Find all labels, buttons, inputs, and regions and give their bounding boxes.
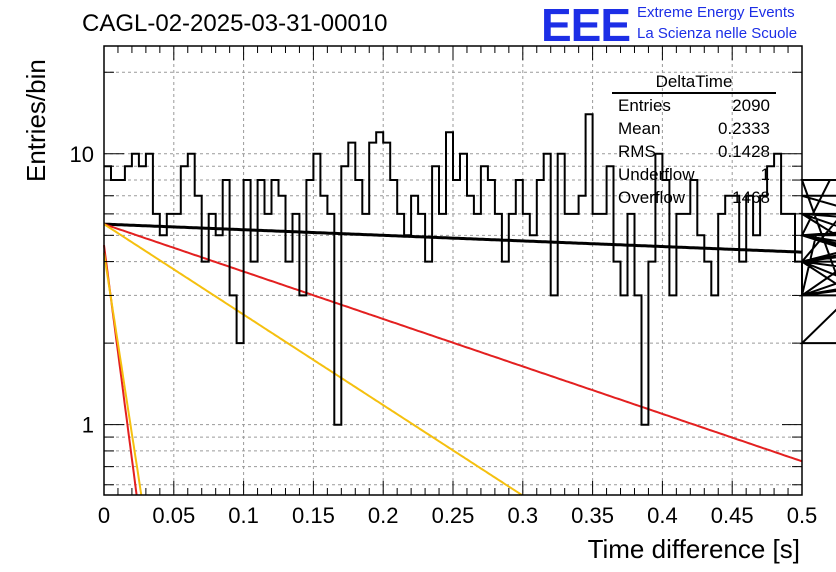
stats-key: RMS bbox=[618, 142, 656, 161]
x-tick-label: 0.05 bbox=[152, 503, 195, 528]
x-tick-label: 0.3 bbox=[508, 503, 539, 528]
stats-row-rms: RMS 0.1428 bbox=[612, 140, 776, 163]
fit-curve bbox=[103, 223, 803, 463]
stats-row-overflow: Overflow 1468 bbox=[612, 186, 776, 209]
histogram-line bbox=[104, 113, 836, 426]
stats-title: DeltaTime bbox=[612, 72, 776, 94]
stats-row-underflow: Underflow 1 bbox=[612, 163, 776, 186]
y-tick-label: 10 bbox=[70, 142, 94, 167]
y-axis: 1 10 bbox=[70, 71, 802, 486]
stats-value: 1468 bbox=[732, 188, 770, 207]
stats-key: Underflow bbox=[618, 165, 695, 184]
y-axis-label: Entries/bin bbox=[21, 59, 51, 182]
stats-key: Entries bbox=[618, 96, 671, 115]
stats-value: 0.1428 bbox=[718, 142, 770, 161]
x-tick-label: 0.4 bbox=[647, 503, 678, 528]
fit-curves bbox=[103, 222, 803, 496]
x-tick-label: 0.45 bbox=[711, 503, 754, 528]
stats-value: 1 bbox=[760, 165, 770, 184]
stats-value: 0.2333 bbox=[718, 119, 770, 138]
fit-curve bbox=[103, 222, 802, 254]
x-axis: 0 0.05 0.1 0.15 0.2 0.25 0.3 0.35 0.4 0.45 0.5 bbox=[98, 46, 817, 528]
chart-title: CAGL-02-2025-03-31-00010 bbox=[82, 10, 388, 37]
x-tick-label: 0.1 bbox=[228, 503, 259, 528]
fit-curve bbox=[103, 223, 523, 496]
logo-line-2: La Scienza nelle Scuole bbox=[637, 25, 798, 42]
stats-row-entries: Entries 2090 bbox=[612, 94, 776, 117]
x-tick-label: 0.5 bbox=[787, 503, 818, 528]
stats-key: Overflow bbox=[618, 188, 686, 207]
stats-value: 2090 bbox=[732, 96, 770, 115]
x-tick-label: 0 bbox=[98, 503, 110, 528]
x-tick-label: 0.15 bbox=[292, 503, 335, 528]
stats-key: Mean bbox=[618, 119, 661, 138]
x-tick-label: 0.2 bbox=[368, 503, 399, 528]
stats-row-mean: Mean 0.2333 bbox=[612, 117, 776, 140]
x-tick-label: 0.35 bbox=[571, 503, 614, 528]
stats-box: DeltaTime Entries 2090 Mean 0.2333 RMS 0… bbox=[612, 72, 776, 209]
eee-logo: EEE bbox=[541, 0, 631, 51]
x-tick-label: 0.25 bbox=[432, 503, 475, 528]
fit-curve bbox=[103, 252, 143, 496]
x-axis-label: Time difference [s] bbox=[587, 534, 800, 564]
logo-line-1: Extreme Energy Events bbox=[637, 4, 795, 21]
y-tick-label: 1 bbox=[82, 413, 94, 438]
